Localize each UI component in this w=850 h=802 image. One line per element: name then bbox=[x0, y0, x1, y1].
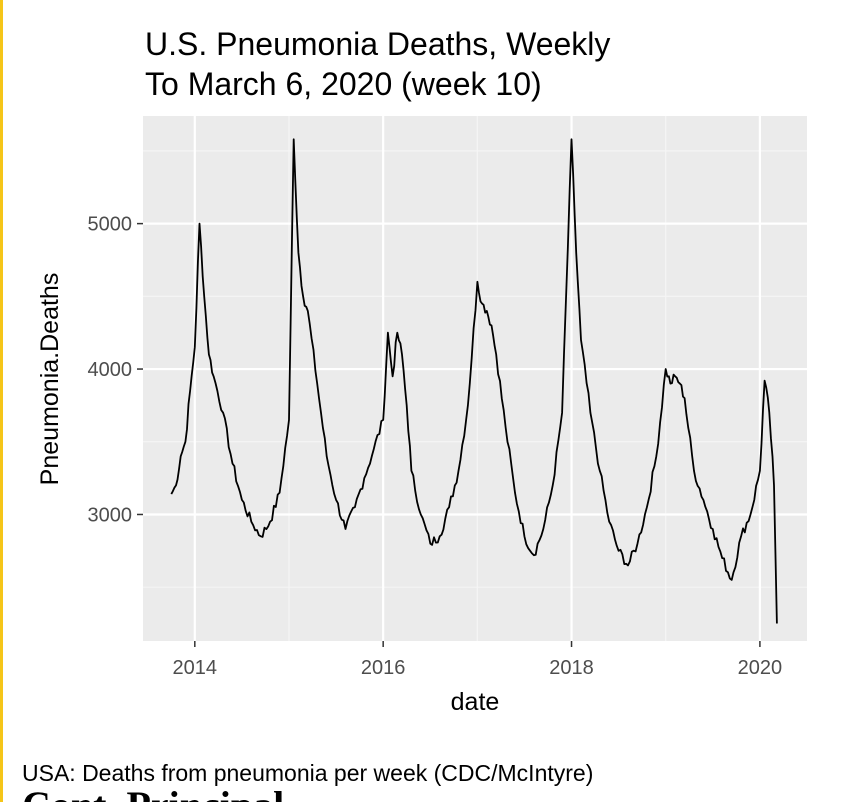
y-axis-ticks: 3000 4000 5000 bbox=[88, 214, 143, 526]
figure-caption: USA: Deaths from pneumonia per week (CDC… bbox=[22, 760, 594, 786]
x-tick-label: 2020 bbox=[738, 657, 783, 679]
pneumonia-line-chart: U.S. Pneumonia Deaths, Weekly To March 6… bbox=[36, 26, 807, 716]
plot-panel bbox=[143, 116, 807, 641]
y-tick-label: 4000 bbox=[88, 359, 133, 381]
minor-gridlines bbox=[143, 116, 807, 641]
y-axis-label: Pneumonia.Deaths bbox=[36, 273, 64, 486]
y-tick-label: 3000 bbox=[88, 504, 133, 526]
x-axis-label: date bbox=[451, 688, 500, 716]
x-tick-label: 2018 bbox=[549, 657, 594, 679]
left-accent-rule bbox=[0, 0, 3, 802]
clipped-heading: Cont. Principal bbox=[22, 790, 322, 802]
chart-title: U.S. Pneumonia Deaths, Weekly bbox=[145, 26, 610, 62]
chart-subtitle: To March 6, 2020 (week 10) bbox=[145, 66, 542, 102]
major-gridlines bbox=[143, 116, 807, 641]
x-axis-ticks: 2014 2016 2018 2020 bbox=[173, 641, 783, 679]
x-tick-label: 2014 bbox=[173, 657, 218, 679]
y-tick-label: 5000 bbox=[88, 214, 133, 236]
x-tick-label: 2016 bbox=[361, 657, 406, 679]
series-line-pneumonia-deaths bbox=[170, 138, 778, 624]
